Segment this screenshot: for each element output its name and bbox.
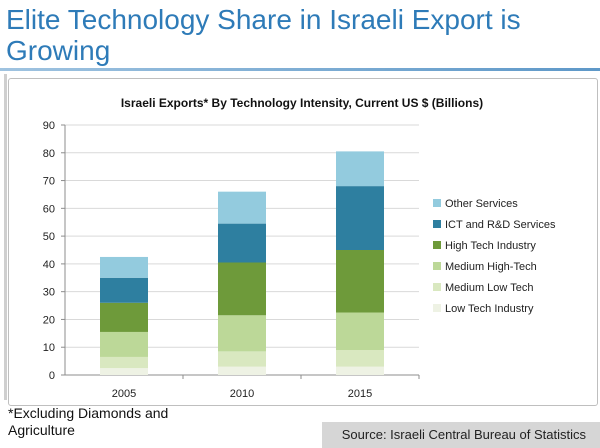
legend-label: Medium Low Tech bbox=[445, 282, 533, 294]
y-tick-label: 20 bbox=[43, 314, 55, 326]
bar-segment bbox=[218, 191, 266, 224]
legend: Other Services ICT and R&D Services High T… bbox=[433, 198, 556, 315]
y-tick-label: 50 bbox=[43, 231, 55, 243]
stacked-bar-chart: Israeli Exports* By Technology Intensity… bbox=[43, 96, 556, 400]
y-tick-label: 40 bbox=[43, 259, 55, 271]
legend-swatch bbox=[433, 199, 441, 207]
source-box: Source: Israeli Central Bureau of Statis… bbox=[322, 422, 600, 448]
title-divider bbox=[0, 68, 600, 71]
left-accent-bar bbox=[4, 74, 7, 400]
legend-label: Low Tech Industry bbox=[445, 303, 534, 315]
x-tick-label: 2010 bbox=[230, 388, 254, 400]
bar-segment bbox=[336, 366, 384, 375]
bar-segment bbox=[336, 350, 384, 367]
bar-segment bbox=[100, 277, 148, 303]
bar-segment bbox=[218, 366, 266, 375]
y-tick-label: 0 bbox=[49, 370, 55, 382]
bar-segment bbox=[336, 250, 384, 313]
legend-label: High Tech Industry bbox=[445, 240, 536, 252]
legend-label: Medium High-Tech bbox=[445, 261, 537, 273]
legend-swatch bbox=[433, 304, 441, 312]
bar-segment bbox=[336, 312, 384, 350]
axes: 0 10 20 30 40 50 60 70 80 90 2005 2010 2015 bbox=[43, 120, 420, 400]
x-tick-label: 2005 bbox=[112, 388, 136, 400]
bar-segment bbox=[100, 368, 148, 375]
source-text: Source: Israeli Central Bureau of Statis… bbox=[341, 427, 586, 442]
y-tick-label: 60 bbox=[43, 203, 55, 215]
bar-segment bbox=[336, 151, 384, 187]
legend-swatch bbox=[433, 220, 441, 228]
legend-swatch bbox=[433, 241, 441, 249]
bar-segment bbox=[100, 302, 148, 332]
x-tick-label: 2015 bbox=[348, 388, 372, 400]
legend-swatch bbox=[433, 262, 441, 270]
bars bbox=[100, 151, 384, 375]
bar-segment bbox=[100, 331, 148, 357]
y-tick-label: 80 bbox=[43, 148, 55, 160]
bar-segment bbox=[218, 351, 266, 367]
legend-label: ICT and R&D Services bbox=[445, 219, 556, 231]
y-tick-label: 70 bbox=[43, 176, 55, 188]
y-tick-label: 90 bbox=[43, 120, 55, 132]
chart-title: Israeli Exports* By Technology Intensity… bbox=[121, 96, 483, 110]
bar-segment bbox=[218, 315, 266, 352]
slide-title: Elite Technology Share in Israeli Export… bbox=[6, 4, 521, 66]
bar-segment bbox=[100, 256, 148, 278]
legend-label: Other Services bbox=[445, 198, 518, 210]
bar-segment bbox=[100, 356, 148, 369]
chart-panel: Israeli Exports* By Technology Intensity… bbox=[8, 78, 598, 406]
legend-swatch bbox=[433, 283, 441, 291]
y-tick-label: 30 bbox=[43, 287, 55, 299]
bar-segment bbox=[218, 262, 266, 316]
y-tick-label: 10 bbox=[43, 342, 55, 354]
footnote: *Excluding Diamonds and Agriculture bbox=[8, 405, 169, 438]
bar-segment bbox=[336, 186, 384, 250]
bar-segment bbox=[218, 223, 266, 263]
